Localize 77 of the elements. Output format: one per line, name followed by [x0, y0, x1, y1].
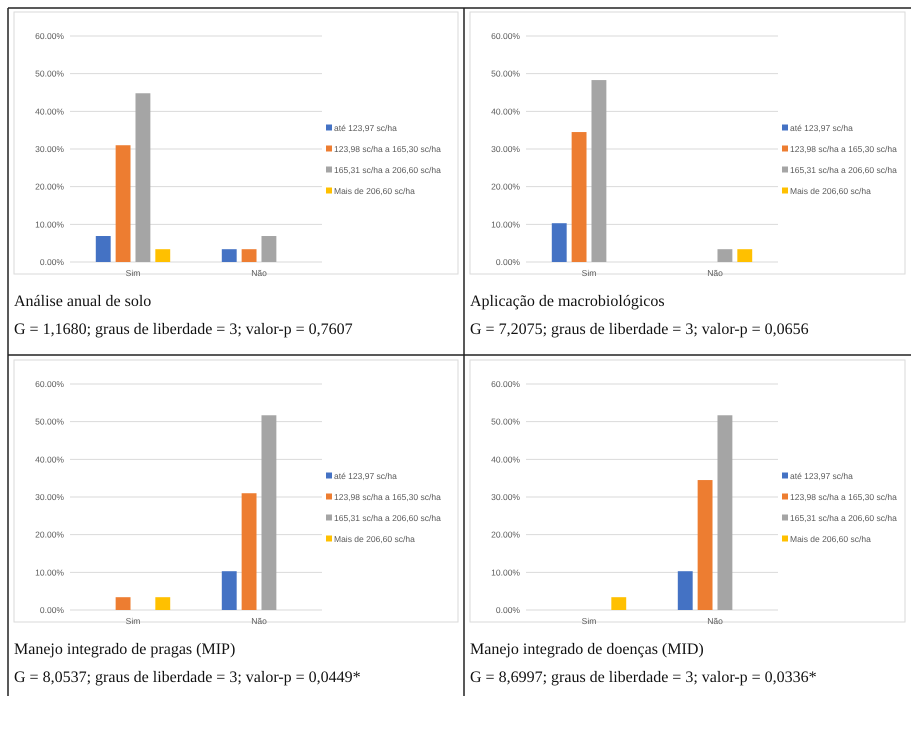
bar [222, 249, 237, 262]
legend-label: até 123,97 sc/ha [334, 122, 398, 133]
text: Análise anual de solo [14, 293, 152, 310]
y-tick-label: 40.00% [491, 106, 520, 116]
x-tick-label: Sim [126, 616, 140, 626]
bar [222, 571, 237, 610]
y-tick-label: 10.00% [491, 567, 520, 578]
y-tick-label: 30.00% [35, 144, 64, 154]
y-tick-label: 60.00% [35, 378, 64, 389]
legend-label: 165,31 sc/ha a 206,60 sc/ha [334, 164, 442, 175]
legend-label: Mais de 206,60 sc/ha [334, 534, 416, 544]
bar [96, 236, 111, 262]
y-tick-label: 60.00% [491, 378, 520, 389]
bar [737, 249, 752, 262]
text: Manejo integrado de pragas (MIP) [14, 641, 236, 658]
y-tick-label: 20.00% [35, 530, 64, 540]
legend-label: 165,31 sc/ha a 206,60 sc/ha [790, 512, 898, 523]
y-tick-label: 0.00% [496, 604, 520, 615]
x-tick-label: Não [707, 268, 724, 278]
x-tick-label: Não [707, 616, 724, 626]
legend-label: 165,31 sc/ha a 206,60 sc/ha [790, 164, 898, 175]
bar [242, 493, 257, 610]
bar [261, 415, 276, 610]
text: G = 1,1680; graus de liberdade = 3; valor-p = 0,7607 [14, 321, 353, 338]
legend-label: 123,98 sc/ha a 165,30 sc/ha [334, 144, 442, 154]
y-tick-label: 30.00% [35, 492, 64, 502]
y-tick-label: 50.00% [35, 68, 64, 79]
bar [591, 80, 606, 262]
text: G = 7,2075; graus de liberdade = 3; valor-p = 0,0656 [470, 321, 809, 338]
y-tick-label: 50.00% [491, 68, 520, 79]
bar [242, 249, 257, 262]
x-tick-label: Sim [582, 268, 596, 278]
y-tick-label: 50.00% [35, 416, 64, 427]
y-tick-label: 60.00% [491, 30, 520, 41]
legend-label: 123,98 sc/ha a 165,30 sc/ha [790, 492, 898, 502]
bar [155, 249, 170, 262]
x-tick-label: Não [251, 616, 268, 626]
legend-label: Mais de 206,60 sc/ha [790, 534, 872, 544]
x-tick-label: Não [251, 268, 268, 278]
y-tick-label: 40.00% [35, 454, 64, 464]
y-tick-label: 20.00% [491, 530, 520, 540]
bar [116, 597, 131, 610]
text: Manejo integrado de doenças (MID) [470, 641, 704, 658]
bar [155, 597, 170, 610]
y-tick-label: 60.00% [35, 30, 64, 41]
y-tick-label: 40.00% [35, 106, 64, 116]
legend-label: Mais de 206,60 sc/ha [334, 186, 416, 196]
text: G = 8,6997; graus de liberdade = 3; valor-p = 0,0336* [470, 669, 817, 686]
y-tick-label: 20.00% [35, 182, 64, 192]
text: G = 8,0537; graus de liberdade = 3; valor-p = 0,0449* [14, 669, 361, 686]
x-tick-label: Sim [126, 268, 140, 278]
y-tick-label: 0.00% [40, 256, 64, 267]
text: Aplicação de macrobiológicos [470, 293, 665, 310]
y-tick-label: 30.00% [491, 492, 520, 502]
y-tick-label: 0.00% [40, 604, 64, 615]
legend-label: até 123,97 sc/ha [790, 122, 854, 133]
bar [116, 145, 131, 262]
bar [135, 93, 150, 262]
y-tick-label: 10.00% [35, 567, 64, 578]
legend-label: Mais de 206,60 sc/ha [790, 186, 872, 196]
x-tick-label: Sim [582, 616, 596, 626]
bar [572, 132, 587, 262]
y-tick-label: 10.00% [491, 219, 520, 230]
y-tick-label: 20.00% [491, 182, 520, 192]
y-tick-label: 40.00% [491, 454, 520, 464]
bar [261, 236, 276, 262]
y-tick-label: 30.00% [491, 144, 520, 154]
y-tick-label: 50.00% [491, 416, 520, 427]
bar [552, 223, 567, 262]
legend-label: até 123,97 sc/ha [790, 470, 854, 481]
legend-label: até 123,97 sc/ha [334, 470, 398, 481]
legend-label: 123,98 sc/ha a 165,30 sc/ha [334, 492, 442, 502]
legend-label: 123,98 sc/ha a 165,30 sc/ha [790, 144, 898, 154]
bar [717, 249, 732, 262]
y-tick-label: 10.00% [35, 219, 64, 230]
y-tick-label: 0.00% [496, 256, 520, 267]
legend-label: 165,31 sc/ha a 206,60 sc/ha [334, 512, 442, 523]
